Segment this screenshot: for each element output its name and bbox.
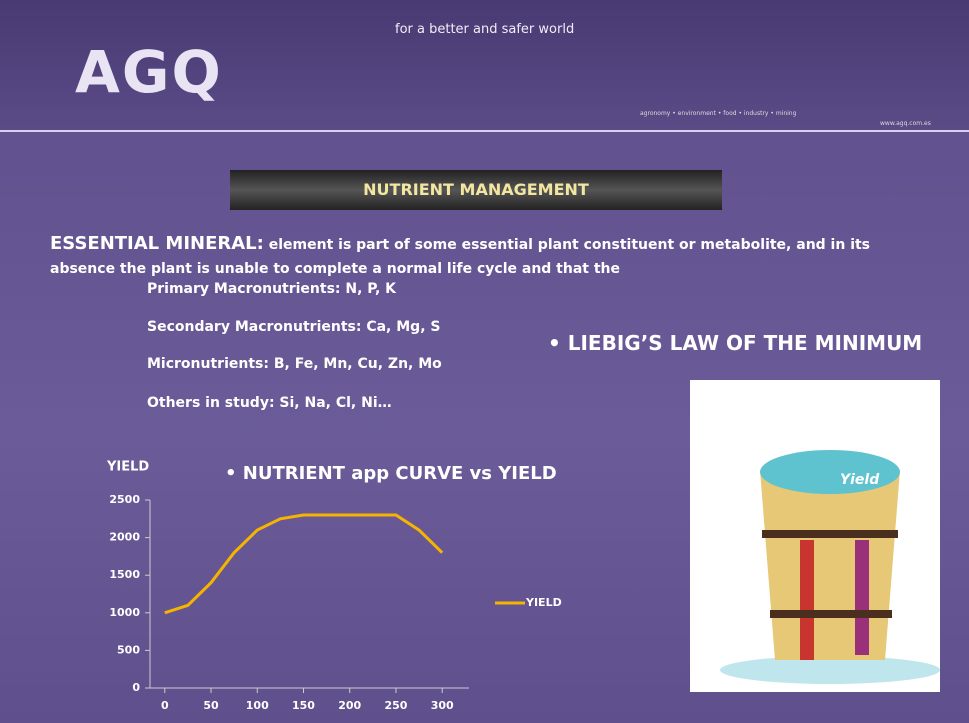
- url: www.agq.com.es: [880, 120, 931, 127]
- list-item: Micronutrients: B, Fe, Mn, Cu, Zn, Mo: [147, 356, 442, 372]
- y-tick-label: 500: [117, 643, 140, 656]
- y-tick-label: 1000: [109, 606, 140, 619]
- x-tick-label: 300: [431, 699, 454, 712]
- y-tick-label: 2000: [109, 531, 140, 544]
- legend-label: YIELD: [525, 596, 562, 609]
- x-tick-label: 50: [203, 699, 219, 712]
- list-item: Others in study: Si, Na, Cl, Ni…: [147, 395, 392, 411]
- series-line: [164, 513, 444, 615]
- term: ESSENTIAL MINERAL:: [50, 233, 264, 254]
- slide-title: NUTRIENT MANAGEMENT: [230, 170, 722, 210]
- y-tick-label: 0: [132, 681, 140, 694]
- list-item: Primary Macronutrients: N, P, K: [147, 281, 397, 297]
- y-tick-label: 1500: [109, 568, 140, 581]
- definition: ESSENTIAL MINERAL: element is part of so…: [50, 232, 930, 281]
- header: [0, 0, 969, 132]
- logo: AGQ: [75, 38, 223, 106]
- definition-text: element is part of some essential plant …: [50, 237, 871, 277]
- chart-title: • NUTRIENT app CURVE vs YIELD: [225, 463, 557, 484]
- y-axis-label: YIELD: [106, 460, 149, 475]
- sectors: agronomy • environment • food • industry…: [640, 110, 797, 117]
- x-tick-label: 150: [292, 699, 315, 712]
- tagline: for a better and safer world: [395, 22, 575, 37]
- x-tick-label: 0: [161, 699, 169, 712]
- liebig-heading: • LIEBIG’S LAW OF THE MINIMUM: [548, 331, 923, 355]
- x-tick-label: 200: [338, 699, 361, 712]
- image-label: Yield: [840, 472, 880, 488]
- list-item: Secondary Macronutrients: Ca, Mg, S: [147, 319, 441, 335]
- x-tick-label: 100: [246, 699, 269, 712]
- bucket-image: Yield: [690, 380, 940, 692]
- x-tick-label: 250: [384, 699, 407, 712]
- bucket: Yield: [720, 450, 940, 684]
- y-tick-label: 2500: [109, 493, 140, 506]
